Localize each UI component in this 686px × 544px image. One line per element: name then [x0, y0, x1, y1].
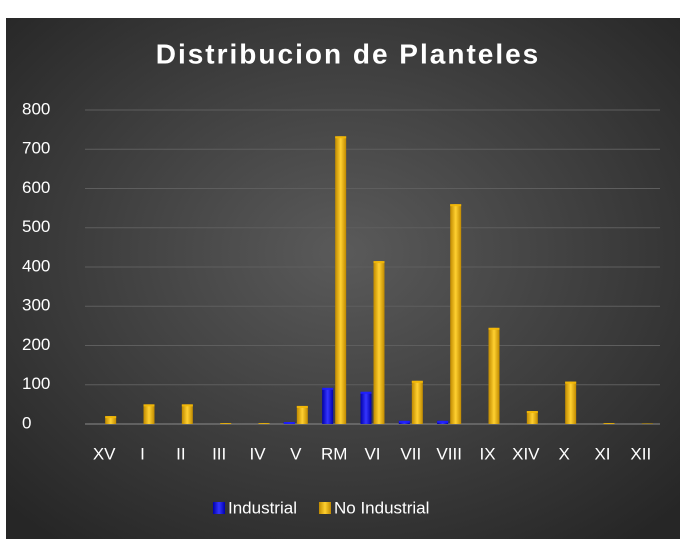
x-tick-label: IV — [249, 444, 266, 463]
bar — [374, 261, 385, 424]
y-tick-label: 700 — [22, 139, 50, 158]
bar-top — [527, 411, 538, 413]
legend-label: No Industrial — [334, 498, 429, 517]
y-tick-label: 500 — [22, 217, 50, 236]
y-tick-label: 400 — [22, 256, 50, 275]
bar — [322, 388, 333, 424]
y-tick-label: 0 — [22, 413, 31, 432]
x-tick-label: VI — [364, 444, 380, 463]
chart-title: Distribucion de Planteles — [156, 38, 541, 69]
bar-top — [335, 136, 346, 138]
bar-top — [374, 261, 385, 263]
x-tick-label: I — [140, 444, 145, 463]
legend-label: Industrial — [228, 498, 297, 517]
x-tick-label: IX — [479, 444, 495, 463]
bar — [450, 204, 461, 424]
bar — [412, 381, 423, 424]
bar — [144, 404, 155, 424]
bar-top — [399, 421, 410, 423]
bar-top — [182, 404, 193, 406]
x-tick-label: X — [558, 444, 569, 463]
x-tick-label: VIII — [436, 444, 462, 463]
y-tick-label: 600 — [22, 178, 50, 197]
x-tick-label: II — [176, 444, 185, 463]
bar-top — [105, 416, 116, 418]
x-tick-label: XV — [93, 444, 116, 463]
bar-top — [489, 328, 500, 330]
y-tick-label: 300 — [22, 296, 50, 315]
y-tick-label: 100 — [22, 374, 50, 393]
bar-top — [361, 392, 372, 394]
x-tick-label: RM — [321, 444, 347, 463]
bar-top — [322, 388, 333, 390]
y-tick-label: 200 — [22, 335, 50, 354]
bar — [182, 404, 193, 424]
y-tick-label: 800 — [22, 99, 50, 118]
bar-top — [259, 423, 270, 424]
legend-swatch — [319, 502, 331, 514]
x-tick-label: XIV — [512, 444, 540, 463]
x-tick-label: XI — [594, 444, 610, 463]
bar — [297, 406, 308, 424]
bar-top — [450, 204, 461, 206]
x-tick-label: V — [290, 444, 302, 463]
bar — [565, 382, 576, 424]
x-tick-label: III — [212, 444, 226, 463]
x-tick-label: VII — [400, 444, 421, 463]
x-tick-label: XII — [630, 444, 651, 463]
bar-top — [284, 422, 295, 424]
bar-top — [412, 381, 423, 383]
bar-top — [565, 382, 576, 384]
bar — [361, 392, 372, 424]
legend-swatch — [213, 502, 225, 514]
bar-top — [220, 423, 231, 424]
bar-top — [297, 406, 308, 408]
bar — [489, 328, 500, 424]
bar-top — [144, 404, 155, 406]
bar-top — [604, 423, 615, 424]
bar — [335, 136, 346, 424]
bar-top — [437, 421, 448, 423]
